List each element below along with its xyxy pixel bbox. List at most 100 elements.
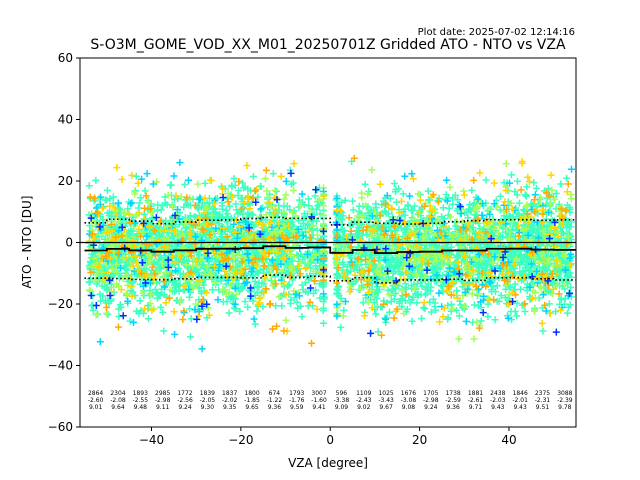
scatter-point bbox=[299, 219, 307, 227]
scatter-point bbox=[390, 314, 398, 322]
scatter-point bbox=[243, 162, 251, 170]
scatter-point bbox=[130, 318, 138, 326]
scatter-point bbox=[208, 286, 216, 294]
bin-count: 3007 bbox=[311, 390, 326, 397]
scatter-point bbox=[316, 210, 324, 218]
scatter-point bbox=[106, 195, 114, 203]
scatter-point bbox=[116, 301, 124, 309]
scatter-point bbox=[513, 191, 521, 199]
scatter-point bbox=[291, 294, 299, 302]
scatter-point bbox=[269, 170, 277, 178]
scatter-point bbox=[244, 209, 252, 217]
scatter-point bbox=[513, 312, 521, 320]
scatter-point bbox=[312, 206, 320, 214]
scatter-point bbox=[434, 198, 442, 206]
scatter-point bbox=[226, 202, 234, 210]
scatter-point bbox=[207, 177, 215, 185]
bin-mean: -2.03 bbox=[490, 397, 506, 404]
scatter-point bbox=[408, 170, 416, 178]
scatter-point bbox=[278, 302, 286, 310]
scatter-point bbox=[372, 200, 380, 208]
scatter-point bbox=[455, 335, 463, 343]
scatter-point bbox=[454, 196, 462, 204]
bin-mean: -2.56 bbox=[177, 397, 193, 404]
scatter-point bbox=[523, 183, 531, 191]
scatter-point bbox=[477, 317, 485, 325]
bin-count: 1676 bbox=[401, 390, 416, 397]
chart-title: S-O3M_GOME_VOD_XX_M01_20250701Z Gridded … bbox=[90, 37, 566, 53]
scatter-point bbox=[297, 302, 305, 310]
scatter-point bbox=[204, 304, 212, 312]
scatter-point bbox=[557, 180, 565, 188]
scatter-point bbox=[250, 315, 258, 323]
scatter-point bbox=[103, 186, 111, 194]
scatter-point bbox=[218, 214, 226, 222]
scatter-point bbox=[378, 331, 386, 339]
scatter-point bbox=[219, 205, 227, 213]
bin-count: 596 bbox=[336, 390, 348, 397]
scatter-point bbox=[185, 293, 193, 301]
scatter-point bbox=[251, 187, 259, 195]
scatter-point bbox=[523, 201, 531, 209]
scatter-point bbox=[193, 315, 201, 323]
scatter-point bbox=[365, 238, 373, 246]
scatter-point bbox=[374, 328, 382, 336]
scatter-point bbox=[337, 216, 345, 224]
scatter-point bbox=[552, 307, 560, 315]
bin-count: 1793 bbox=[289, 390, 304, 397]
scatter-point bbox=[145, 315, 153, 323]
bin-std: 9.64 bbox=[111, 404, 125, 411]
scatter-point bbox=[337, 323, 345, 331]
scatter-point bbox=[493, 297, 501, 305]
scatter-point bbox=[513, 177, 521, 185]
bin-std: 9.43 bbox=[491, 404, 505, 411]
scatter-point bbox=[470, 176, 478, 184]
scatter-point bbox=[443, 176, 451, 184]
scatter-point bbox=[421, 291, 429, 299]
bin-count: 1881 bbox=[468, 390, 483, 397]
scatter-point bbox=[358, 194, 366, 202]
scatter-point bbox=[85, 182, 93, 190]
scatter-point bbox=[468, 186, 476, 194]
scatter-point bbox=[397, 197, 405, 205]
scatter-point bbox=[452, 222, 460, 230]
scatter-point bbox=[355, 202, 363, 210]
scatter-point bbox=[249, 173, 257, 181]
bin-std: 9.67 bbox=[379, 404, 393, 411]
bin-count: 1772 bbox=[177, 390, 192, 397]
bin-std: 9.78 bbox=[558, 404, 572, 411]
scatter-point bbox=[228, 181, 236, 189]
bin-mean: -2.43 bbox=[356, 397, 372, 404]
scatter-point bbox=[225, 309, 233, 317]
scatter-point bbox=[166, 181, 174, 189]
bin-count: 1800 bbox=[244, 390, 259, 397]
scatter-point bbox=[390, 179, 398, 187]
scatter-point bbox=[187, 333, 194, 341]
scatter-point bbox=[418, 314, 426, 322]
scatter-point bbox=[261, 175, 269, 183]
scatter-point bbox=[452, 277, 460, 285]
scatter-point bbox=[320, 319, 328, 327]
scatter-point bbox=[179, 315, 187, 323]
bin-mean: -2.55 bbox=[133, 397, 149, 404]
scatter-point bbox=[401, 205, 409, 213]
scatter-point bbox=[513, 299, 521, 307]
bin-count: 1837 bbox=[222, 390, 237, 397]
scatter-point bbox=[113, 164, 121, 172]
scatter-point bbox=[194, 180, 202, 188]
scatter-point bbox=[198, 345, 206, 353]
scatter-point bbox=[407, 206, 415, 214]
scatter-point bbox=[289, 179, 297, 187]
scatter-point bbox=[184, 201, 192, 209]
scatter-point bbox=[176, 159, 184, 167]
scatter-point bbox=[313, 305, 321, 313]
scatter-point bbox=[420, 299, 428, 307]
scatter-point bbox=[401, 172, 409, 180]
scatter-point bbox=[232, 200, 240, 208]
bin-mean: -2.08 bbox=[110, 397, 126, 404]
scatter-point bbox=[223, 298, 231, 306]
bin-std: 9.02 bbox=[357, 404, 371, 411]
bin-mean: -3.43 bbox=[378, 397, 394, 404]
x-tick-label: −20 bbox=[228, 433, 253, 447]
